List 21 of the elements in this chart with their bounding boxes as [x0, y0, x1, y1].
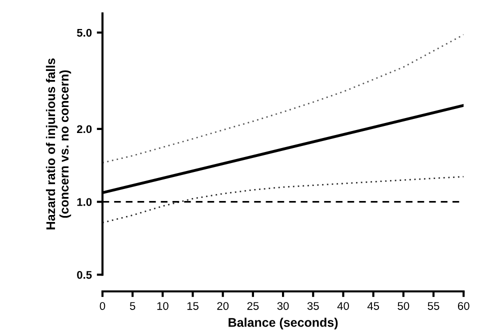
- x-tick-label: 10: [157, 302, 168, 310]
- x-tick-label: 0: [100, 302, 106, 310]
- x-tick-label: 15: [187, 302, 198, 310]
- x-tick-label: 50: [398, 302, 410, 310]
- y-tick-label: 2.0: [77, 125, 92, 134]
- x-tick-label: 55: [428, 302, 440, 310]
- x-tick-label: 35: [307, 302, 319, 310]
- y-tick-label: 0.5: [77, 270, 92, 279]
- line-series: [102, 176, 464, 224]
- x-tick-label: 40: [337, 302, 349, 310]
- x-tick-label: 60: [458, 302, 470, 310]
- x-tick-label: 30: [277, 302, 289, 310]
- y-tick-label: 1.0: [77, 198, 92, 206]
- x-tick-label: 5: [130, 302, 136, 310]
- x-tick-label: 45: [367, 302, 380, 310]
- y-tick-label: 5.0: [76, 28, 92, 37]
- x-axis-title: Balance (seconds): [228, 318, 338, 330]
- x-tick-label: 25: [247, 302, 259, 310]
- y-axis-title: Hazard ratio of injurious falls (concern vs. no concern): [46, 58, 72, 230]
- x-tick-label: 20: [217, 302, 229, 310]
- line-series: [102, 34, 464, 164]
